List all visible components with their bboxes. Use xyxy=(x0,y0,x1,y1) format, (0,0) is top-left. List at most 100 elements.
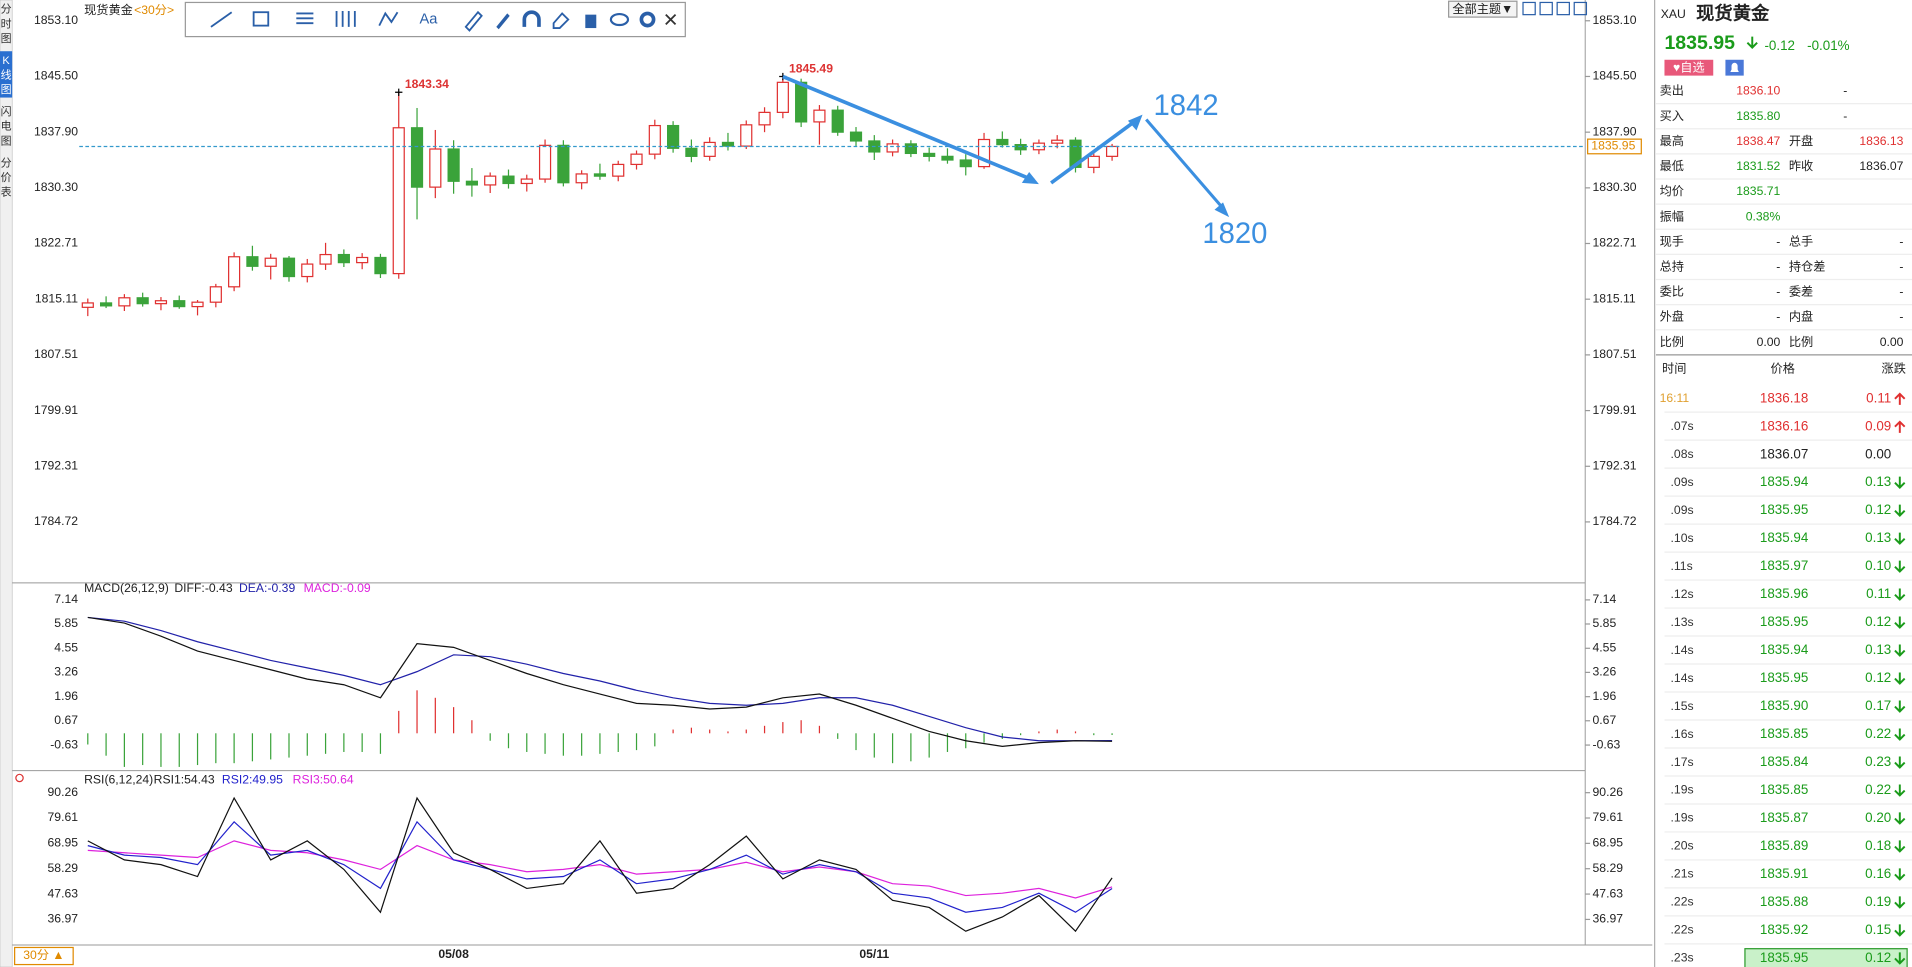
fib-tool[interactable] xyxy=(296,12,314,25)
line-tool[interactable] xyxy=(210,11,233,28)
rsi-label: RSI2:49.95 xyxy=(222,773,283,787)
candle-body xyxy=(996,138,1009,146)
eraser-tool[interactable] xyxy=(552,12,570,29)
candle-body xyxy=(667,124,680,149)
tick-arrow xyxy=(1894,616,1906,629)
y-tick-label: 3.26 xyxy=(54,665,78,679)
theme-button[interactable] xyxy=(1448,0,1518,18)
candle-body xyxy=(118,297,131,307)
layout-icon[interactable] xyxy=(1522,1,1536,16)
tick-time: .14s xyxy=(1671,643,1694,657)
candle-body xyxy=(99,302,113,307)
text-tool[interactable]: Aa xyxy=(419,11,438,27)
y-tick-label: 36.97 xyxy=(1593,912,1624,926)
y-tick-label: 90.26 xyxy=(1593,785,1624,799)
layout-icon[interactable] xyxy=(1573,1,1588,16)
tick-price: 1836.16 xyxy=(1760,418,1808,433)
watch-button-label[interactable]: ♥自选 xyxy=(1673,61,1705,75)
layout-icon[interactable] xyxy=(1539,1,1553,16)
y-tick-label: 7.14 xyxy=(54,592,78,606)
y-tick-label: 1792.31 xyxy=(34,459,78,473)
diff-line xyxy=(87,616,1113,747)
side-tab[interactable]: 时 xyxy=(1,17,12,30)
tick-change: 0.15 xyxy=(1865,922,1891,937)
tick-change: 0.09 xyxy=(1865,418,1891,433)
y-tick-label: 1815.11 xyxy=(1593,291,1636,305)
quote-code: XAU xyxy=(1661,7,1686,21)
y-tick-label: 1792.31 xyxy=(1593,459,1637,473)
y-tick-label: 1815.11 xyxy=(35,291,78,305)
magnet-tool[interactable] xyxy=(522,10,541,27)
gann-tool[interactable] xyxy=(335,10,356,27)
settings-tool[interactable] xyxy=(639,11,656,28)
side-tab[interactable]: 分 xyxy=(1,156,12,169)
tick-price: 1835.97 xyxy=(1760,558,1808,573)
candle-body xyxy=(630,153,643,166)
rect-tool[interactable] xyxy=(252,11,270,27)
candle-body xyxy=(703,141,716,157)
ruler-tool[interactable] xyxy=(464,10,483,32)
tick-arrow xyxy=(1894,644,1906,657)
side-tab[interactable]: 分 xyxy=(1,3,12,16)
quote-value: 1836.07 xyxy=(1859,159,1903,173)
close-toolbar[interactable] xyxy=(665,13,677,26)
quote-price: 1835.95 xyxy=(1664,32,1735,54)
quote-label: 总持 xyxy=(1660,259,1684,274)
period-button[interactable] xyxy=(14,946,74,966)
quote-value: 0.38% xyxy=(1746,209,1781,223)
tick-arrow xyxy=(1894,560,1906,573)
candle-body xyxy=(429,148,442,188)
tick-change: 0.13 xyxy=(1865,530,1891,545)
pen-tool[interactable] xyxy=(496,13,510,30)
y-tick-label: 1807.51 xyxy=(34,347,78,361)
tick-arrow xyxy=(1894,700,1906,713)
tick-time: .11s xyxy=(1671,559,1693,573)
candle-body xyxy=(392,127,405,275)
candle-body xyxy=(740,124,753,147)
theme-button-label[interactable]: 全部主题▼ xyxy=(1452,1,1513,16)
quote-value: 1838.47 xyxy=(1736,134,1780,148)
y-tick-label: 4.55 xyxy=(1593,640,1617,654)
x-tick-label: 05/08 xyxy=(438,947,469,961)
quote-label: 比例 xyxy=(1789,335,1813,349)
side-tab[interactable]: 闪 xyxy=(1,104,12,118)
settings-icon[interactable] xyxy=(15,773,24,783)
y-tick-label: 47.63 xyxy=(1593,886,1624,900)
y-tick-label: 1807.51 xyxy=(1593,347,1637,361)
side-tab[interactable]: 表 xyxy=(1,185,12,199)
layout-icon[interactable] xyxy=(1556,1,1570,16)
pattern-tool[interactable] xyxy=(378,11,399,27)
side-tab[interactable]: 图 xyxy=(1,134,12,147)
quote-label: 买入 xyxy=(1660,109,1684,123)
tick-time: .19s xyxy=(1671,783,1694,797)
tick-arrow xyxy=(1894,532,1906,545)
side-tab[interactable]: 图 xyxy=(1,32,12,45)
quote-label: 内盘 xyxy=(1789,309,1813,324)
candle-body xyxy=(410,127,424,188)
side-tab[interactable]: 线 xyxy=(1,68,12,82)
y-tick-label: -0.63 xyxy=(50,737,78,751)
tick-time: .09s xyxy=(1671,503,1694,517)
side-tab[interactable]: 电 xyxy=(1,120,12,133)
bell-icon xyxy=(1730,62,1739,72)
side-tab[interactable]: 图 xyxy=(1,83,12,96)
quote-name: 现货黄金 xyxy=(1696,2,1770,23)
delete-tool[interactable] xyxy=(585,14,597,29)
last-price-tag xyxy=(1587,138,1642,155)
tick-change: 0.22 xyxy=(1865,726,1891,741)
tick-change: 0.16 xyxy=(1865,866,1891,881)
quote-value: - xyxy=(1776,260,1780,274)
quote-change-pct: -0.01% xyxy=(1807,38,1850,53)
side-tab[interactable]: K xyxy=(2,55,10,67)
y-tick-label: 1845.50 xyxy=(34,69,78,83)
candle-body xyxy=(282,257,296,278)
watch-button[interactable] xyxy=(1664,59,1714,76)
period-button-label[interactable]: 30分 ▲ xyxy=(23,948,64,962)
arrow-head xyxy=(1021,171,1039,185)
tick-price: 1835.90 xyxy=(1760,698,1808,713)
side-tab-active[interactable] xyxy=(0,51,13,98)
quote-label: 委比 xyxy=(1660,285,1684,299)
eye-tool[interactable] xyxy=(609,12,630,27)
quote-value: - xyxy=(1776,285,1780,299)
side-tab[interactable]: 价 xyxy=(1,171,12,184)
